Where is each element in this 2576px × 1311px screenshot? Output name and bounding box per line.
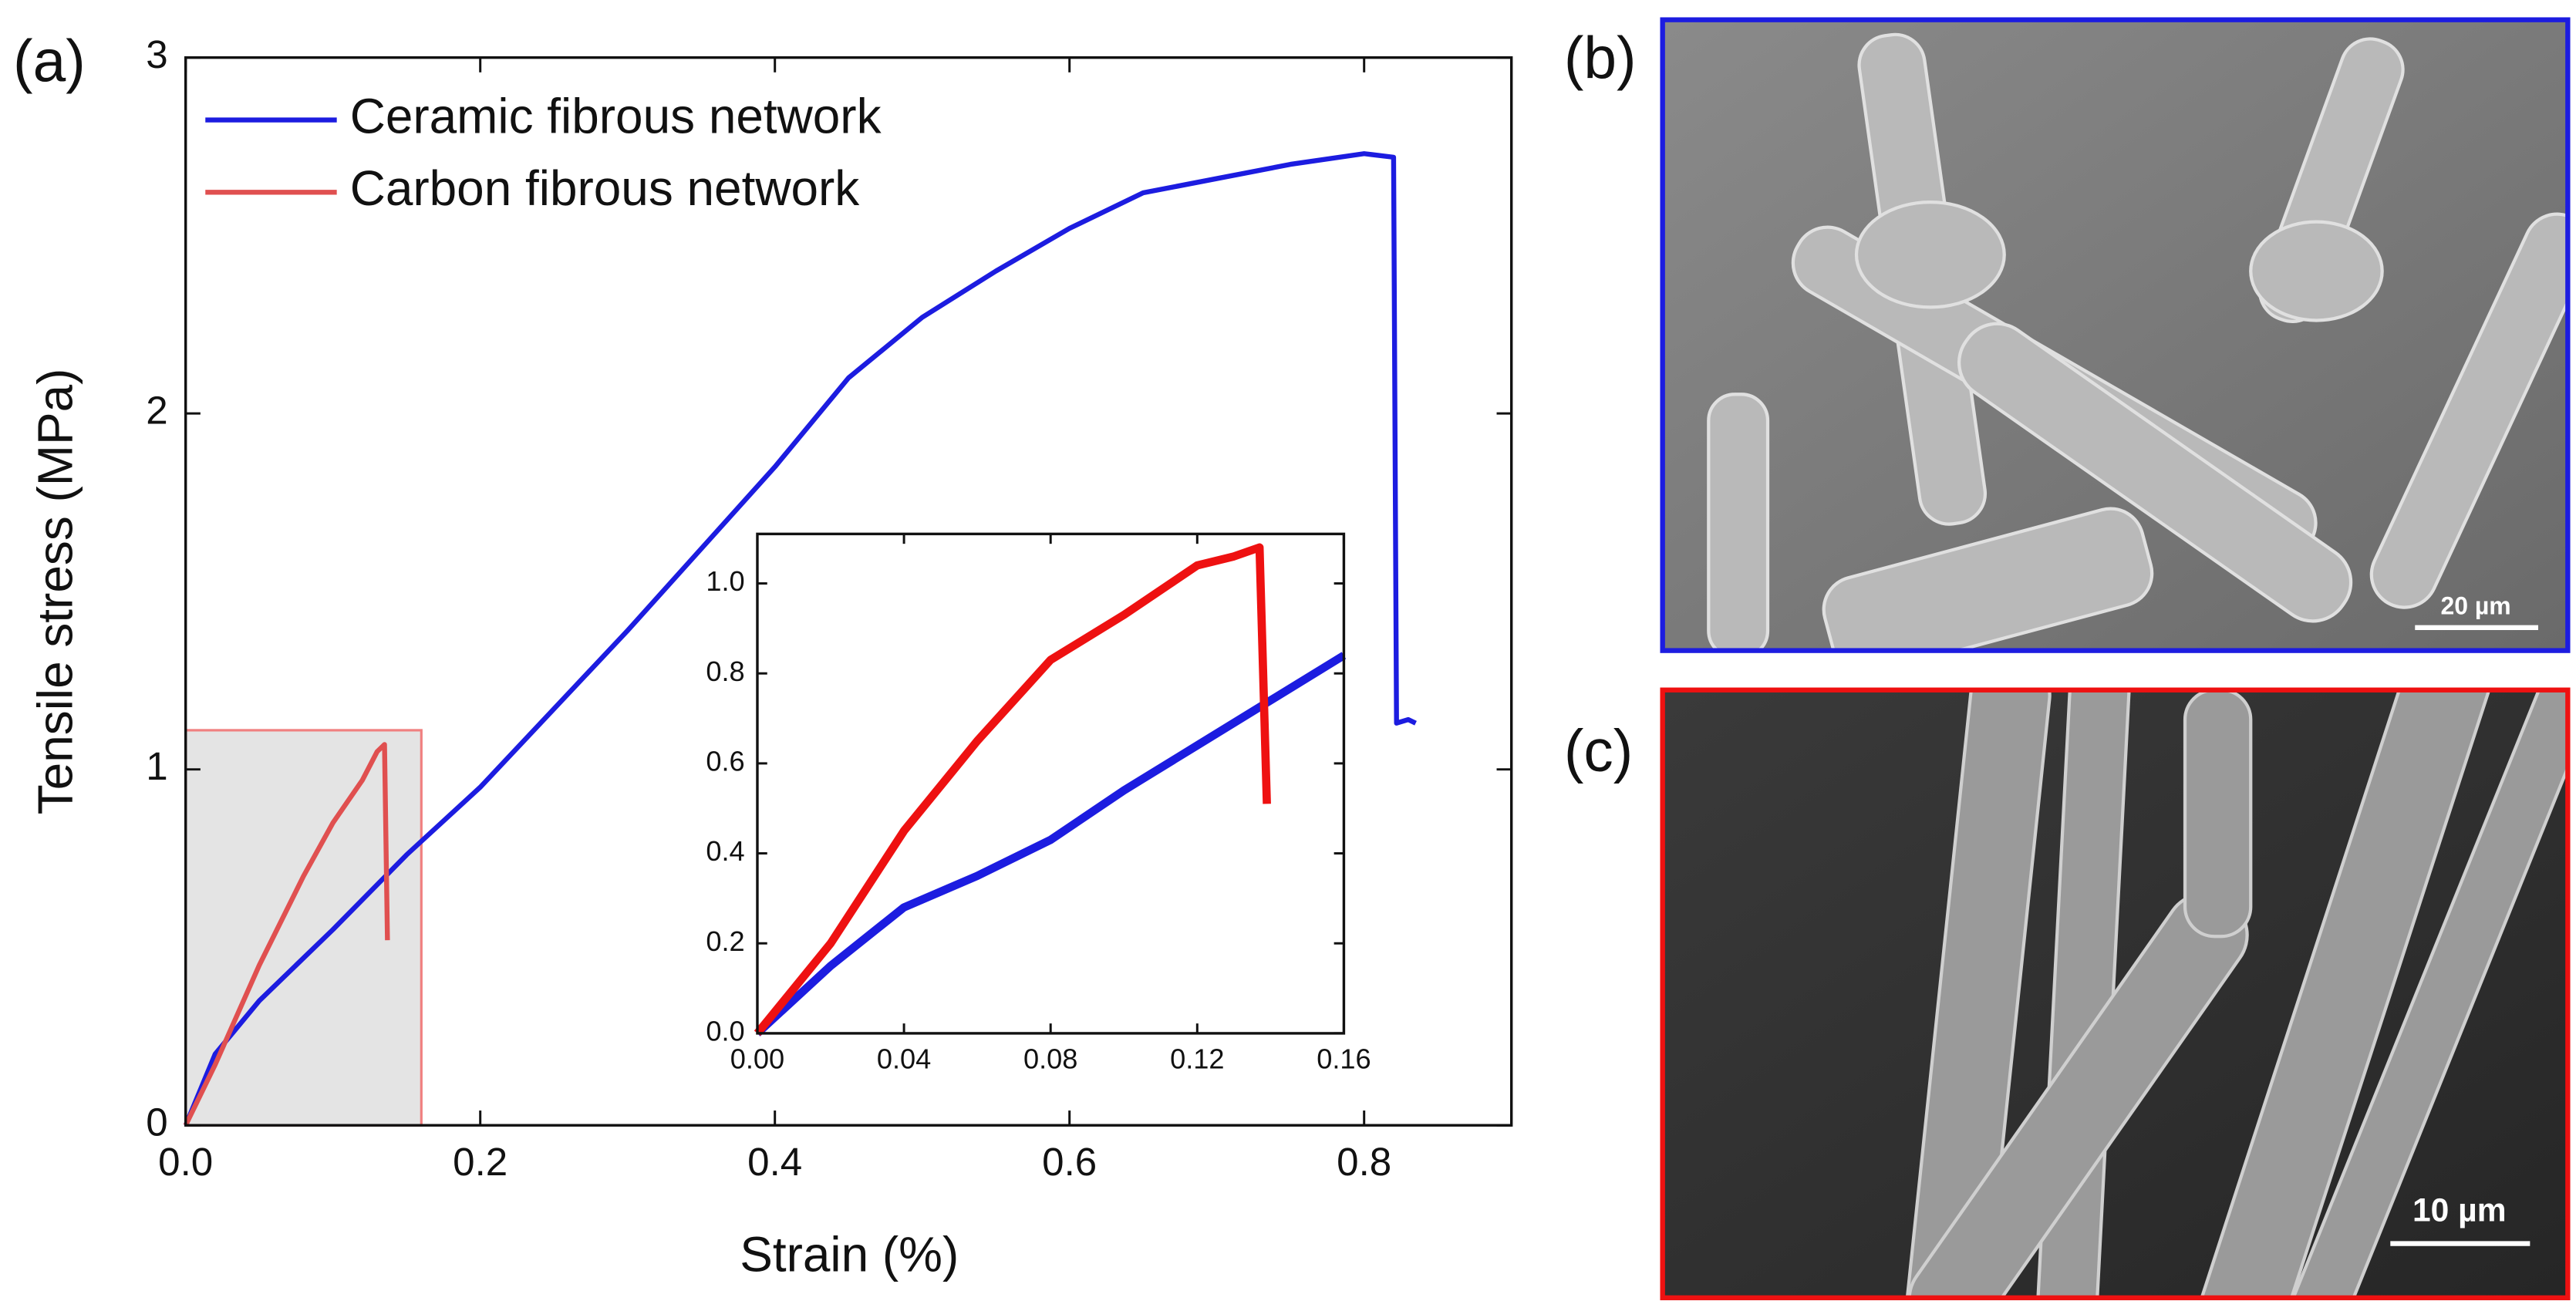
plot-frame xyxy=(756,532,1346,1035)
x-tick-label: 0.4 xyxy=(747,1140,802,1184)
y-tick-label: 2 xyxy=(146,389,167,433)
sem-image-b xyxy=(1662,19,2568,651)
line-series xyxy=(754,652,1347,1036)
x-tick-label: 0.0 xyxy=(158,1140,213,1184)
panel-border xyxy=(1660,687,2571,1301)
x-tick-label: 0.16 xyxy=(1317,1043,1371,1075)
y-tick-label: 1 xyxy=(146,744,167,788)
x-tick-label: 0.2 xyxy=(453,1140,507,1184)
line-series xyxy=(183,151,1417,1127)
scale-bar-label: 10 µm xyxy=(2412,1191,2507,1228)
panel-border xyxy=(1660,17,2571,653)
y-tick-label: 0 xyxy=(146,1100,167,1144)
line-series xyxy=(754,543,1271,1036)
panel-label: (c) xyxy=(1564,719,1633,784)
y-tick-label: 0.4 xyxy=(706,835,744,867)
x-tick-label: 0.8 xyxy=(1337,1140,1391,1184)
legend-label: Carbon fibrous network xyxy=(350,160,861,216)
x-tick-label: 0.04 xyxy=(877,1043,931,1075)
sem-image-c xyxy=(1662,689,2568,1298)
legend-label: Ceramic fibrous network xyxy=(350,88,882,143)
x-tick-label: 0.08 xyxy=(1023,1043,1077,1075)
scale-bar-label: 20 µm xyxy=(2440,592,2510,620)
y-tick-label: 0.6 xyxy=(706,745,744,777)
panel-label: (b) xyxy=(1564,25,1637,91)
panel-label: (a) xyxy=(13,29,86,95)
plot-frame xyxy=(184,56,1513,1127)
y-axis-title: Tensile stress (MPa) xyxy=(28,369,83,815)
x-axis-title: Strain (%) xyxy=(740,1227,959,1282)
x-tick-label: 0.00 xyxy=(730,1043,784,1075)
line-series xyxy=(183,742,390,1127)
y-tick-label: 0.8 xyxy=(706,656,744,687)
y-tick-label: 0.2 xyxy=(706,925,744,957)
x-tick-label: 0.6 xyxy=(1042,1140,1097,1184)
y-tick-label: 0.0 xyxy=(706,1015,744,1046)
x-tick-label: 0.12 xyxy=(1170,1043,1224,1075)
y-tick-label: 3 xyxy=(146,32,167,76)
y-tick-label: 1.0 xyxy=(706,565,744,597)
